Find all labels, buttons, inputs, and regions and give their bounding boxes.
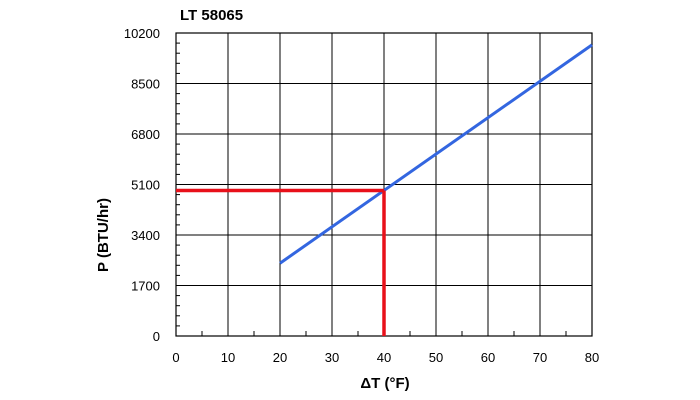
x-tick-label: 80 [585, 350, 599, 365]
x-tick-label: 60 [481, 350, 495, 365]
series-layer [279, 43, 593, 265]
x-tick-labels: 0 10 20 30 40 50 60 70 80 [172, 350, 599, 365]
grid [175, 32, 593, 337]
annotation-layer [176, 188, 386, 336]
series-line [279, 43, 593, 265]
x-tick-label: 0 [172, 350, 179, 365]
x-tick-label: 20 [273, 350, 287, 365]
x-tick-label: 40 [377, 350, 391, 365]
y-tick-label: 5100 [131, 178, 160, 193]
y-tick-label: 0 [153, 329, 160, 344]
y-tick-label: 6800 [131, 127, 160, 142]
x-tick-label: 50 [429, 350, 443, 365]
x-tick-label: 30 [325, 350, 339, 365]
x-tick-label: 10 [221, 350, 235, 365]
y-tick-label: 1700 [131, 279, 160, 294]
y-tick-label: 10200 [124, 26, 160, 41]
y-tick-labels: 0 1700 3400 5100 6800 8500 10200 [124, 26, 160, 344]
y-tick-label: 8500 [131, 77, 160, 92]
chart-title: LT 58065 [180, 7, 243, 24]
y-axis-label: P (BTU/hr) [95, 198, 112, 272]
x-tick-label: 70 [533, 350, 547, 365]
y-tick-label: 3400 [131, 228, 160, 243]
x-axis-label: ΔT (°F) [360, 375, 409, 392]
